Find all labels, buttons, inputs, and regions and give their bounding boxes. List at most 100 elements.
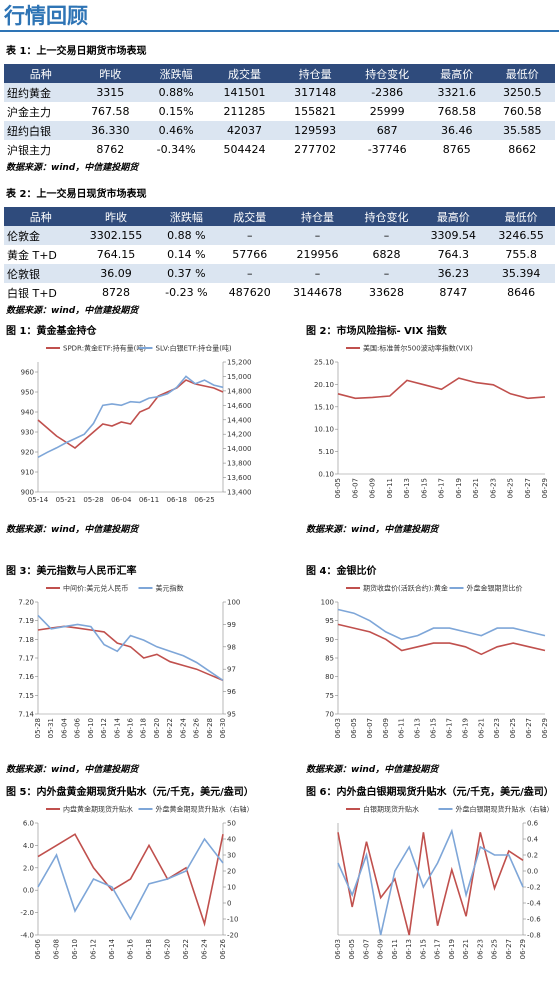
table-caption: 表 2：上一交易日现货市场表现 bbox=[6, 189, 147, 200]
y-tick-label: 7.17 bbox=[18, 655, 34, 663]
table-cell: 57766 bbox=[218, 245, 282, 264]
y-tick-label: 940 bbox=[21, 409, 34, 417]
x-tick-label: 06-14 bbox=[108, 938, 116, 959]
table-cell: 白银 T+D bbox=[4, 283, 78, 302]
x-tick-label: 06-29 bbox=[541, 478, 549, 498]
y2-tick-label: 0.2 bbox=[527, 852, 538, 860]
x-tick-label: 06-16 bbox=[127, 717, 135, 738]
y2-tick-label: 10 bbox=[227, 884, 236, 892]
table-cell: – bbox=[353, 226, 420, 245]
y-tick-label: 7.20 bbox=[18, 599, 34, 607]
table-cell: -0.23 % bbox=[154, 283, 219, 302]
table-cell: 3246.55 bbox=[487, 226, 555, 245]
series-line bbox=[337, 832, 524, 936]
y2-tick-label: 98 bbox=[227, 643, 236, 651]
x-tick-label: 06-17 bbox=[438, 478, 446, 498]
y-tick-label: 6.0 bbox=[23, 820, 34, 828]
y-tick-label: 75 bbox=[325, 692, 334, 700]
table-cell: 纽约黄金 bbox=[4, 83, 78, 102]
y-tick-label: 4.0 bbox=[23, 842, 34, 850]
table-cell: 141501 bbox=[209, 83, 280, 102]
chart: 900 910 920 930 940 950 960 13,400 13,600 13,800 1… bbox=[21, 344, 252, 505]
x-tick-label: 06-10 bbox=[87, 718, 95, 738]
x-tick-label: 06-18 bbox=[140, 718, 148, 738]
column-header: 持仓量 bbox=[281, 207, 354, 226]
table-cell: 36.23 bbox=[419, 264, 488, 283]
x-tick-label: 06-24 bbox=[179, 717, 187, 738]
x-tick-label: 06-17 bbox=[434, 939, 442, 959]
column-header: 成交量 bbox=[209, 64, 280, 83]
x-tick-label: 06-11 bbox=[139, 496, 159, 504]
x-tick-label: 06-05 bbox=[334, 478, 342, 498]
series-line bbox=[37, 837, 224, 921]
table-cell: 42037 bbox=[209, 121, 280, 140]
y-tick-label: 5.10 bbox=[318, 448, 334, 456]
legend-label: SPDR:黄金ETF:持有量(吨) bbox=[63, 344, 146, 353]
series-line bbox=[337, 828, 524, 936]
table-cell: 764.15 bbox=[77, 245, 155, 264]
y-tick-label: 0.0 bbox=[23, 887, 34, 895]
y2-tick-label: 99 bbox=[227, 621, 236, 629]
y-tick-label: 910 bbox=[21, 469, 34, 477]
table-cell: 伦敦银 bbox=[4, 264, 78, 283]
y2-tick-label: 0.0 bbox=[527, 868, 538, 876]
y-tick-label: 7.19 bbox=[18, 617, 34, 625]
y-tick-label: 920 bbox=[21, 449, 34, 457]
y2-tick-label: -0.2 bbox=[527, 884, 541, 892]
column-header: 持仓量 bbox=[279, 64, 351, 83]
legend-label: SLV:白银ETF:持仓量(吨) bbox=[156, 344, 232, 353]
chart: -4.0 -2.0 0.0 2.0 4.0 6.0 -20 -10 0 10 20 30 40 50 06-… bbox=[20, 805, 253, 960]
x-tick-label: 06-30 bbox=[219, 718, 227, 738]
x-tick-label: 06-07 bbox=[351, 478, 359, 498]
x-tick-label: 06-13 bbox=[405, 939, 413, 959]
y2-tick-label: 14,000 bbox=[227, 445, 252, 453]
table-caption: 表 1：上一交易日期货市场表现 bbox=[6, 46, 147, 57]
y2-tick-label: 15,000 bbox=[227, 373, 252, 381]
column-header: 品种 bbox=[4, 64, 78, 83]
legend-label: 期货收盘价(活跃合约):黄金 bbox=[363, 584, 448, 593]
x-tick-label: 06-25 bbox=[509, 718, 517, 738]
x-tick-label: 05-28 bbox=[34, 718, 42, 738]
series-line bbox=[37, 833, 224, 927]
x-tick-label: 05-21 bbox=[56, 496, 76, 504]
table: 品种 昨收 涨跌幅 成交量 持仓量 持仓变化 最高价 最低价 伦敦金 3302.155 0.88 %… bbox=[4, 207, 555, 302]
table-cell: 0.14 % bbox=[154, 245, 219, 264]
table-cell: 3302.155 bbox=[77, 226, 155, 245]
table: 品种 昨收 涨跌幅 成交量 持仓量 持仓变化 最高价 最低价 纽约黄金 3315 0.88% 1415… bbox=[4, 64, 555, 159]
figure-source: 数据来源：wind，中信建投期货 bbox=[306, 525, 439, 535]
table-cell: 3144678 bbox=[281, 283, 354, 302]
column-header: 成交量 bbox=[218, 207, 282, 226]
x-tick-label: 06-29 bbox=[541, 718, 549, 738]
x-tick-label: 06-21 bbox=[462, 939, 470, 959]
figure-source: 数据来源：wind，中信建投期货 bbox=[306, 765, 439, 775]
table-cell: 6828 bbox=[353, 245, 420, 264]
table-row: 纽约白银 36.330 0.46% 42037 129593 687 36.46 35.585 bbox=[4, 121, 555, 140]
table-row: 伦敦金 3302.155 0.88 % – – –3309.54 3246.55 bbox=[4, 226, 555, 245]
x-tick-label: 06-23 bbox=[476, 939, 484, 959]
column-header: 持仓变化 bbox=[353, 207, 420, 226]
y2-tick-label: 13,600 bbox=[227, 474, 252, 482]
y2-tick-label: -10 bbox=[227, 916, 238, 924]
x-tick-label: 06-09 bbox=[382, 718, 390, 738]
x-tick-label: 06-11 bbox=[398, 718, 406, 738]
figure-source: 数据来源：wind，中信建投期货 bbox=[6, 765, 139, 775]
x-tick-label: 06-07 bbox=[362, 939, 370, 959]
y2-tick-label: 50 bbox=[227, 820, 236, 828]
x-tick-label: 06-06 bbox=[34, 938, 42, 959]
table-cell: 36.330 bbox=[77, 121, 144, 140]
table-cell: 36.09 bbox=[77, 264, 155, 283]
y-tick-label: 100 bbox=[321, 599, 334, 607]
y-tick-label: 25.10 bbox=[314, 359, 334, 367]
x-tick-label: 06-05 bbox=[348, 939, 356, 959]
x-tick-label: 06-20 bbox=[164, 939, 172, 959]
legend-label: 白银期现货升贴水 bbox=[363, 805, 419, 814]
table-cell: 0.15% bbox=[143, 102, 210, 121]
x-tick-label: 06-23 bbox=[489, 478, 497, 498]
table-cell: 487620 bbox=[218, 283, 282, 302]
x-tick-label: 06-10 bbox=[71, 939, 79, 959]
table-cell: 35.394 bbox=[487, 264, 555, 283]
series-line bbox=[37, 625, 224, 682]
x-tick-label: 06-19 bbox=[455, 478, 463, 498]
x-tick-label: 06-21 bbox=[477, 718, 485, 738]
